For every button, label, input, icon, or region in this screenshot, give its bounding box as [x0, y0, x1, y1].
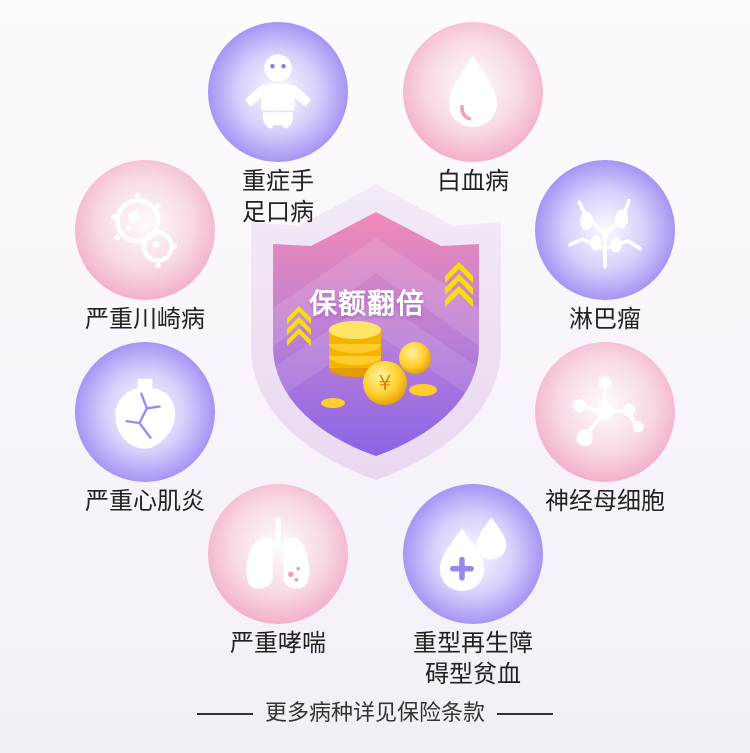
neuroblastoma-badge	[535, 342, 675, 482]
label-line-1: 严重心肌炎	[85, 487, 205, 515]
svg-text:¥: ¥	[379, 371, 392, 395]
label-line-2: 足口病	[242, 198, 314, 226]
disease-hfmd: 重症手 足口病	[193, 22, 363, 228]
label-line-1: 重型再生障	[413, 629, 533, 657]
asthma-badge	[208, 484, 348, 624]
divider-left	[196, 713, 253, 715]
disease-label: 白血病	[388, 166, 558, 197]
label-line-1: 神经母细胞	[545, 487, 665, 515]
label-line-2: 碍型贫血	[425, 660, 521, 688]
disease-label: 淋巴瘤	[520, 304, 690, 335]
myocarditis-badge	[75, 342, 215, 482]
disease-leukemia: 白血病	[388, 22, 558, 197]
lymphoma-badge	[535, 160, 675, 300]
disease-lymphoma: 淋巴瘤	[520, 160, 690, 335]
disease-neuroblastoma: 神经母细胞	[520, 342, 690, 517]
shield-title: 保额翻倍	[309, 287, 426, 320]
label-line-1: 淋巴瘤	[569, 305, 641, 333]
leukemia-badge	[403, 22, 543, 162]
blood-plus-icon	[439, 517, 507, 591]
disease-label: 严重哮喘	[193, 628, 363, 659]
disease-label: 重症手 足口病	[193, 166, 363, 228]
lungs-icon	[246, 517, 310, 589]
molecule-icon	[572, 376, 644, 447]
disease-myocarditis: 严重心肌炎	[60, 342, 230, 517]
hfmd-badge	[208, 22, 348, 162]
disease-label: 神经母细胞	[520, 486, 690, 517]
virus-cell-icon	[110, 192, 178, 268]
label-line-1: 重症手	[242, 167, 314, 195]
heart-icon	[115, 378, 176, 449]
disease-label: 严重川崎病	[60, 304, 230, 335]
baby-icon	[244, 54, 312, 129]
label-line-1: 严重川崎病	[85, 305, 205, 333]
footer-text: 更多病种详见保险条款	[264, 701, 485, 726]
disease-asthma: 严重哮喘	[193, 484, 363, 659]
shield-icon: ¥	[251, 184, 501, 480]
label-line-1: 严重哮喘	[230, 629, 326, 657]
blood-drop-icon	[449, 55, 497, 127]
disease-label: 重型再生障 碍型贫血	[388, 628, 558, 690]
aplastic-anemia-badge	[403, 484, 543, 624]
lymph-node-icon	[568, 198, 642, 269]
disease-aplastic-anemia: 重型再生障 碍型贫血	[388, 484, 558, 690]
disease-kawasaki: 严重川崎病	[60, 160, 230, 335]
label-line-1: 白血病	[437, 167, 509, 195]
kawasaki-badge	[75, 160, 215, 300]
double-coverage-shield: ¥ 保额翻倍	[245, 178, 507, 486]
footer-note: 更多病种详见保险条款	[0, 695, 750, 727]
divider-right	[497, 713, 553, 715]
disease-label: 严重心肌炎	[60, 486, 230, 517]
